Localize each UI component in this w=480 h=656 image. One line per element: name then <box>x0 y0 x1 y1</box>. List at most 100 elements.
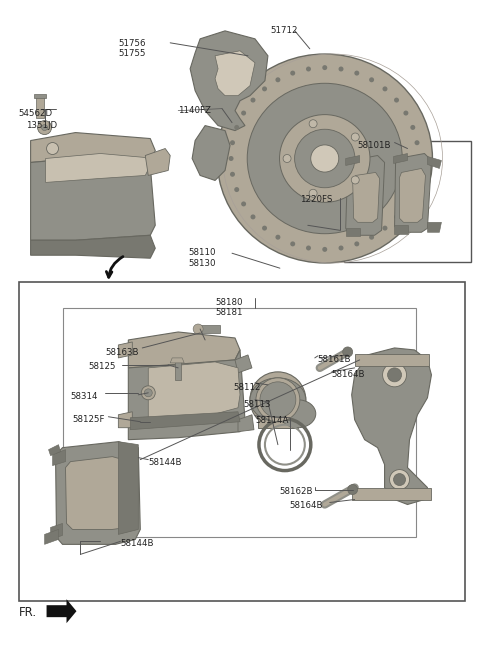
Polygon shape <box>192 125 230 180</box>
Polygon shape <box>128 332 240 368</box>
Polygon shape <box>353 173 380 222</box>
Circle shape <box>383 87 387 91</box>
Polygon shape <box>50 523 62 539</box>
Ellipse shape <box>247 83 402 234</box>
Circle shape <box>416 156 421 161</box>
Circle shape <box>230 140 235 145</box>
Circle shape <box>230 172 235 176</box>
Circle shape <box>369 235 374 239</box>
Text: 1220FS: 1220FS <box>300 195 332 205</box>
Text: 58110
58130: 58110 58130 <box>188 248 216 268</box>
Circle shape <box>42 125 48 131</box>
Circle shape <box>290 71 295 75</box>
Circle shape <box>410 187 415 192</box>
Bar <box>198 325 220 333</box>
Circle shape <box>415 172 420 176</box>
Circle shape <box>262 226 267 231</box>
Bar <box>344 140 471 262</box>
Bar <box>34 94 46 98</box>
Polygon shape <box>238 415 254 432</box>
Circle shape <box>241 201 246 207</box>
Bar <box>355 354 430 366</box>
Polygon shape <box>395 154 432 232</box>
Circle shape <box>338 66 344 72</box>
Polygon shape <box>119 412 132 428</box>
Circle shape <box>193 324 203 334</box>
Circle shape <box>348 485 358 495</box>
Polygon shape <box>47 599 76 623</box>
Circle shape <box>37 121 51 134</box>
Polygon shape <box>190 31 268 131</box>
Bar <box>36 96 44 117</box>
Circle shape <box>410 125 415 130</box>
Circle shape <box>234 125 239 130</box>
Polygon shape <box>428 157 442 169</box>
Ellipse shape <box>256 378 300 422</box>
Text: 58314: 58314 <box>71 392 98 401</box>
Polygon shape <box>394 225 408 234</box>
Polygon shape <box>428 222 442 232</box>
Polygon shape <box>352 348 432 504</box>
Polygon shape <box>128 350 245 440</box>
Circle shape <box>351 133 359 141</box>
Polygon shape <box>31 159 155 240</box>
Ellipse shape <box>295 129 355 188</box>
Circle shape <box>306 66 311 72</box>
Circle shape <box>394 98 399 102</box>
Circle shape <box>283 155 291 163</box>
Bar <box>352 487 432 499</box>
Text: 58125: 58125 <box>88 362 116 371</box>
Ellipse shape <box>250 372 306 428</box>
Text: 1351JD: 1351JD <box>25 121 57 130</box>
Text: 58144B: 58144B <box>120 539 154 548</box>
Polygon shape <box>130 412 240 430</box>
Text: 58164B: 58164B <box>332 370 365 379</box>
Text: 58162B: 58162B <box>280 487 313 495</box>
Text: 58180
58181: 58180 58181 <box>215 298 242 318</box>
Circle shape <box>394 215 399 219</box>
Circle shape <box>228 156 234 161</box>
Text: FR.: FR. <box>19 606 37 619</box>
Circle shape <box>403 201 408 207</box>
Polygon shape <box>31 133 155 165</box>
Polygon shape <box>119 441 138 535</box>
Ellipse shape <box>280 400 316 428</box>
Circle shape <box>351 176 359 184</box>
Text: 58164B: 58164B <box>290 501 324 510</box>
Bar <box>19 282 465 601</box>
Ellipse shape <box>260 382 296 418</box>
Circle shape <box>383 226 387 231</box>
Circle shape <box>251 215 255 219</box>
Polygon shape <box>170 358 184 363</box>
Polygon shape <box>45 529 59 544</box>
Text: 54562D: 54562D <box>19 109 53 117</box>
Circle shape <box>390 470 409 489</box>
Ellipse shape <box>311 145 339 172</box>
Text: 58101B: 58101B <box>358 140 391 150</box>
Text: 58112: 58112 <box>233 383 261 392</box>
Polygon shape <box>346 228 360 236</box>
Circle shape <box>141 386 155 400</box>
Circle shape <box>403 111 408 115</box>
Polygon shape <box>346 155 360 165</box>
Circle shape <box>322 65 327 70</box>
Text: 1140FZ: 1140FZ <box>178 106 211 115</box>
Circle shape <box>354 241 360 247</box>
Text: 58113: 58113 <box>243 400 271 409</box>
Circle shape <box>290 241 295 247</box>
Circle shape <box>343 347 353 357</box>
Text: 58163B: 58163B <box>106 348 139 357</box>
Polygon shape <box>399 169 425 222</box>
Polygon shape <box>346 155 384 236</box>
Polygon shape <box>48 445 60 456</box>
Polygon shape <box>215 51 255 96</box>
Polygon shape <box>31 236 155 258</box>
Circle shape <box>276 77 280 82</box>
Circle shape <box>338 245 344 251</box>
Polygon shape <box>394 154 408 163</box>
Text: 58144B: 58144B <box>148 458 182 466</box>
Circle shape <box>354 71 360 75</box>
Polygon shape <box>119 342 132 358</box>
Ellipse shape <box>279 115 370 202</box>
Circle shape <box>251 98 255 102</box>
